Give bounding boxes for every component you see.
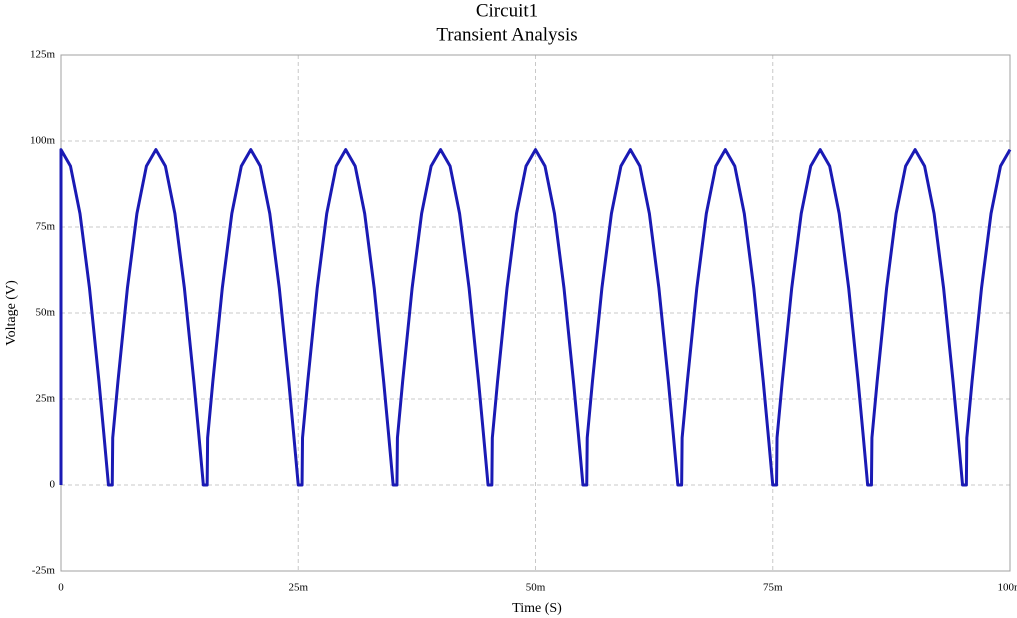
x-tick-label: 50m [526,582,546,594]
chart-subtitle: Transient Analysis [436,24,577,45]
x-tick-label: 25m [288,582,308,594]
y-tick-label: 50m [35,307,55,319]
series-line [59,148,1012,487]
x-tick-label: 100m [997,582,1017,594]
x-tick-label: 75m [763,582,783,594]
y-tick-label: -25m [32,565,56,577]
y-tick-label: 75m [35,221,55,233]
y-tick-label: 125m [30,49,56,61]
x-tick-label: 0 [58,582,64,594]
y-tick-label: 100m [30,135,56,147]
chart-title: Circuit1 [476,0,538,21]
x-axis-label: Time (S) [512,601,562,616]
y-axis-label: Voltage (V) [4,280,19,346]
y-tick-label: 0 [50,479,56,491]
y-tick-label: 25m [35,393,55,405]
